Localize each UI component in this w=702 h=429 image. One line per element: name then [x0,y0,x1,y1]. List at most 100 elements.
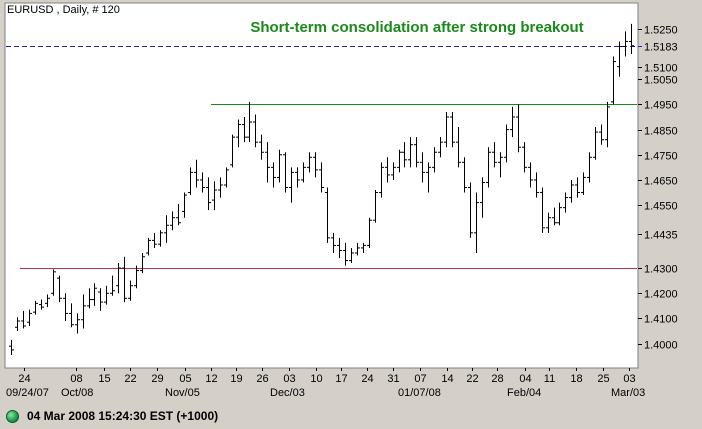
y-tick-label: 1.5100 [644,63,678,75]
connection-status-icon [6,409,19,423]
ohlc-bar [212,181,217,211]
current-price-label: 1.5183 [644,42,678,54]
ohlc-bar [158,230,163,247]
x-period-label: Mar/03 [611,387,645,399]
ohlc-bar [402,142,407,168]
x-tick-label: 14 [441,373,453,385]
y-tick-label: 1.4550 [644,201,678,213]
x-tick-label: 19 [230,373,242,385]
ohlc-bar [492,142,497,168]
ohlc-bar [540,187,545,233]
ohlc-bar [414,137,419,168]
x-tick-label: 15 [98,373,110,385]
ohlc-bar [51,269,56,296]
ohlc-bars [9,23,634,355]
ohlc-bar [331,232,336,253]
ohlc-bar [355,242,360,256]
chart: EURUSD , Daily, # 120 Short-term consoli… [4,2,678,399]
ohlc-bar [194,159,199,188]
ohlc-bar [319,162,324,193]
ohlc-bar [75,313,80,334]
ohlc-bar [92,283,97,306]
ohlc-bar [170,211,175,231]
ohlc-bar [605,101,610,148]
ohlc-bar [510,106,515,138]
ohlc-bar [134,265,139,289]
ohlc-bar [277,149,282,183]
ohlc-bar [623,31,628,57]
ohlc-bar [218,177,223,198]
ohlc-bar [104,285,109,305]
ohlc-bar [337,237,342,259]
ohlc-bar [575,177,580,198]
ohlc-bar [57,275,62,303]
y-tick-label: 1.5250 [644,25,678,37]
ohlc-bar [438,137,443,158]
ohlc-bar [480,177,485,218]
ohlc-bar [557,202,562,226]
ohlc-bar [385,157,390,183]
ohlc-bar [617,41,622,77]
ohlc-bar [247,101,252,143]
ohlc-bar [313,152,318,178]
ohlc-bar [224,167,229,188]
y-tick-label: 1.4435 [644,230,678,242]
status-bar: 04 Mar 2008 15:24:30 EST (+1000) [0,403,702,429]
x-tick-label: 03 [623,373,635,385]
y-tick-label: 1.4950 [644,100,678,112]
ohlc-bar [391,162,396,180]
ohlc-bar [283,152,288,193]
ohlc-bar [516,104,521,153]
ohlc-bar [63,293,68,321]
x-tick-label: 18 [570,373,582,385]
x-tick-label: 17 [335,373,347,385]
ohlc-bar [522,142,527,173]
ohlc-bar [271,162,276,188]
ohlc-bar [444,111,449,148]
ohlc-bar [9,339,14,355]
ohlc-bar [325,187,330,243]
ohlc-bar [295,167,300,188]
ohlc-bar [116,263,121,294]
ohlc-bar [259,134,264,160]
x-tick-label: 08 [70,373,82,385]
x-period-label: Feb/04 [507,387,541,399]
ohlc-bar [462,157,467,193]
x-tick-label: 22 [466,373,478,385]
ohlc-bar [373,190,378,223]
y-tick-label: 1.4750 [644,151,678,163]
ohlc-bar [563,192,568,213]
x-period-label: 09/24/07 [6,387,49,399]
ohlc-bar [81,294,86,329]
ohlc-bar [236,119,241,148]
ohlc-bar [242,116,247,143]
ohlc-bar [122,256,127,303]
x-tick-label: 03 [283,373,295,385]
ohlc-bar [182,192,187,218]
ohlc-bar [188,167,193,196]
ohlc-bar [39,299,44,310]
ohlc-bar [164,215,169,243]
ohlc-bar [307,152,312,173]
status-timestamp: 04 Mar 2008 15:24:30 EST (+1000) [27,409,219,423]
ohlc-bar [343,242,348,266]
ohlc-bar [301,162,306,183]
ohlc-bar [587,152,592,183]
ohlc-bar [528,162,533,188]
x-tick-label: 22 [124,373,136,385]
ohlc-bar [569,179,574,203]
ohlc-bar [87,288,92,309]
x-tick-label: 12 [205,373,217,385]
ohlc-bar [593,127,598,160]
ohlc-bar [265,142,270,183]
ohlc-bar [379,162,384,198]
ohlc-bar [504,124,509,163]
ohlc-bar [146,237,151,256]
x-axis: 24 08 15 22 29 05 12 19 26 03 10 17 24 31 07 14 22 28 04 11… [6,368,645,399]
ohlc-bar [69,303,74,328]
ohlc-bar [21,310,26,329]
ohlc-bar [420,152,425,183]
ohlc-bar [450,111,455,148]
ohlc-bar [361,242,366,253]
